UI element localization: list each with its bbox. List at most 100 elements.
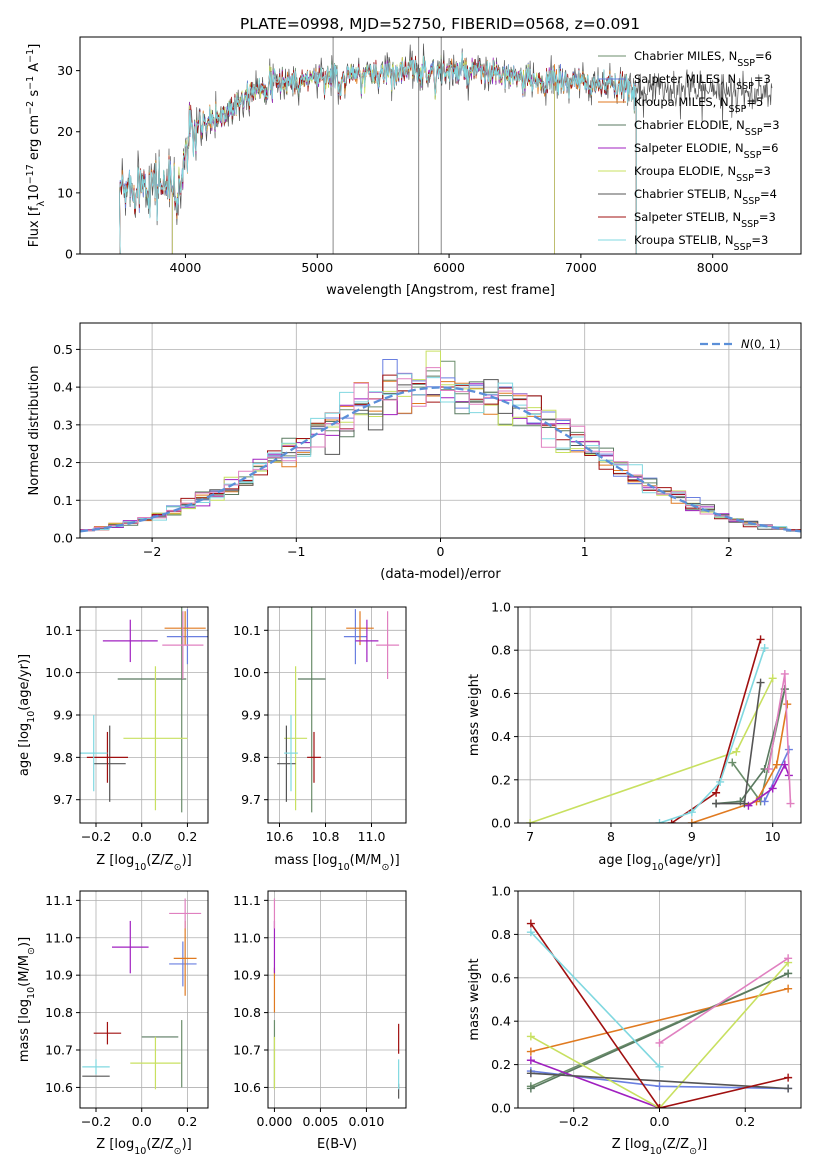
weight-marker	[667, 819, 676, 823]
legend: Chabrier MILES, NSSP=6 Salpeter MILES, NS…	[598, 49, 780, 253]
x-tick-label: 0.0	[132, 829, 152, 844]
y-tick-label: 9.7	[53, 792, 73, 807]
weight-marker	[526, 1047, 535, 1056]
y-tick-label: 9.7	[241, 792, 261, 807]
plot-area	[526, 635, 795, 823]
legend-label: Kroupa ELODIE, NSSP=3	[634, 164, 771, 184]
plot-area	[526, 919, 793, 1108]
weight-marker	[780, 669, 789, 678]
y-tick-label: 10.7	[45, 1043, 73, 1058]
weight-marker	[712, 788, 721, 797]
errorbar-point	[169, 898, 202, 929]
y-tick-label: 0.4	[491, 729, 511, 744]
y-tick-label: 10	[57, 185, 73, 200]
errorbar-point	[284, 715, 298, 792]
legend-label: Salpeter MILES, NSSP=3	[634, 72, 771, 92]
axes-frame	[79, 890, 209, 1109]
histogram-step	[80, 367, 801, 532]
errorbar-point	[166, 609, 208, 665]
weight-marker	[526, 1056, 535, 1065]
y-tick-label: 10.9	[233, 968, 261, 983]
figure-title: PLATE=0998, MJD=52750, FIBERID=0568, z=0…	[240, 15, 640, 33]
panel-mass_vs_Z: −0.2 0.0 0.2 10.6 10.7 10.8 10.9 11.0 11.1 Z [log…	[17, 890, 209, 1157]
weight-marker	[655, 1082, 664, 1091]
legend-label: Salpeter ELODIE, NSSP=6	[634, 141, 778, 161]
weight-marker	[526, 819, 535, 823]
y-tick-label: 10.0	[45, 665, 73, 680]
y-tick-label: 0	[65, 247, 73, 262]
weight-line	[530, 1059, 660, 1108]
y-tick-label: 0.0	[53, 531, 73, 546]
legend-label: Kroupa STELIB, NSSP=3	[634, 233, 768, 253]
y-tick-label: 1.0	[491, 600, 511, 615]
legend-label: Kroupa MILES, NSSP=5	[634, 95, 763, 115]
y-tick-label: 0.4	[491, 1014, 511, 1029]
weight-line	[530, 962, 789, 1108]
x-tick-label: 0.000	[257, 1114, 293, 1129]
errorbar-point	[277, 725, 296, 802]
weight-marker	[655, 1038, 664, 1047]
weight-line	[530, 972, 789, 1090]
weight-marker	[756, 635, 765, 644]
legend-label: Chabrier ELODIE, NSSP=3	[634, 118, 780, 138]
x-tick-label: −2	[143, 544, 161, 559]
weight-line	[659, 957, 789, 1044]
panel-age_vs_mass: 10.6 10.8 11.0 9.7 9.8 9.9 10.0 10.1 mass [log10…	[233, 606, 407, 873]
weight-marker	[655, 1062, 664, 1071]
legend-label: Chabrier MILES, NSSP=6	[634, 49, 772, 69]
y-axis-label: Normed distribution	[27, 366, 42, 496]
x-tick-label: 10	[765, 829, 781, 844]
weight-marker	[786, 799, 795, 808]
y-axis-label: mass [log10(M/M⊙)]	[17, 937, 37, 1062]
axes-frame	[517, 606, 802, 824]
plot-area	[80, 607, 208, 813]
y-tick-label: 0.2	[491, 772, 511, 787]
x-tick-label: 10.8	[312, 829, 340, 844]
errorbar-point	[164, 611, 206, 646]
x-tick-label: 4000	[170, 260, 202, 275]
y-tick-label: 0.8	[491, 643, 511, 658]
y-axis-label: mass weight	[467, 958, 482, 1040]
x-tick-label: −0.2	[559, 1114, 589, 1129]
x-axis-label: Z [log10(Z/Z⊙)]	[96, 853, 191, 873]
errorbar-point	[123, 666, 188, 811]
weight-marker	[728, 758, 737, 767]
x-tick-label: 7000	[565, 260, 597, 275]
panel-weight_vs_age: 7 8 9 10 0.0 0.2 0.4 0.6 0.8 1.0 age [log10(age/yr…	[467, 600, 802, 873]
errorbar-point	[346, 611, 374, 646]
legend: N(0, 1)	[700, 337, 781, 351]
x-tick-label: 0.0	[650, 1114, 670, 1129]
y-tick-label: 9.8	[53, 750, 73, 765]
x-axis-label: mass [log10(M/M⊙)]	[274, 853, 399, 873]
legend-label: Salpeter STELIB, NSSP=3	[634, 210, 776, 230]
weight-marker	[780, 760, 789, 769]
x-tick-label: 2	[725, 544, 733, 559]
axes-frame	[79, 36, 802, 255]
axes-frame	[267, 890, 407, 1109]
x-tick-label: −0.2	[81, 829, 111, 844]
x-tick-label: 0.010	[349, 1114, 385, 1129]
weight-marker	[526, 1069, 535, 1078]
x-axis-label: (data-model)/error	[380, 567, 501, 582]
weight-marker	[760, 797, 769, 806]
weight-marker	[526, 1032, 535, 1041]
x-tick-label: −1	[287, 544, 305, 559]
weight-marker	[526, 928, 535, 937]
weight-marker	[712, 799, 721, 808]
plot-area	[273, 898, 400, 1099]
panel-spectrum: 4000 5000 6000 7000 8000 0 10 20 30 wavelength [A…	[25, 36, 802, 298]
weight-marker	[784, 1073, 793, 1082]
x-tick-label: 11.0	[358, 829, 386, 844]
x-tick-label: 7	[526, 829, 534, 844]
errorbar-point	[343, 609, 367, 665]
x-tick-label: 1	[581, 544, 589, 559]
errorbar-point	[162, 611, 204, 679]
x-tick-label: 0.2	[177, 829, 197, 844]
y-tick-label: 10.1	[233, 623, 261, 638]
spectrum-line-chabrier-stelib	[119, 43, 773, 254]
weight-marker	[756, 678, 765, 687]
x-tick-label: 5000	[301, 260, 333, 275]
y-axis-label: mass weight	[467, 674, 482, 756]
errorbar-point	[307, 731, 321, 783]
y-tick-label: 0.6	[491, 686, 511, 701]
